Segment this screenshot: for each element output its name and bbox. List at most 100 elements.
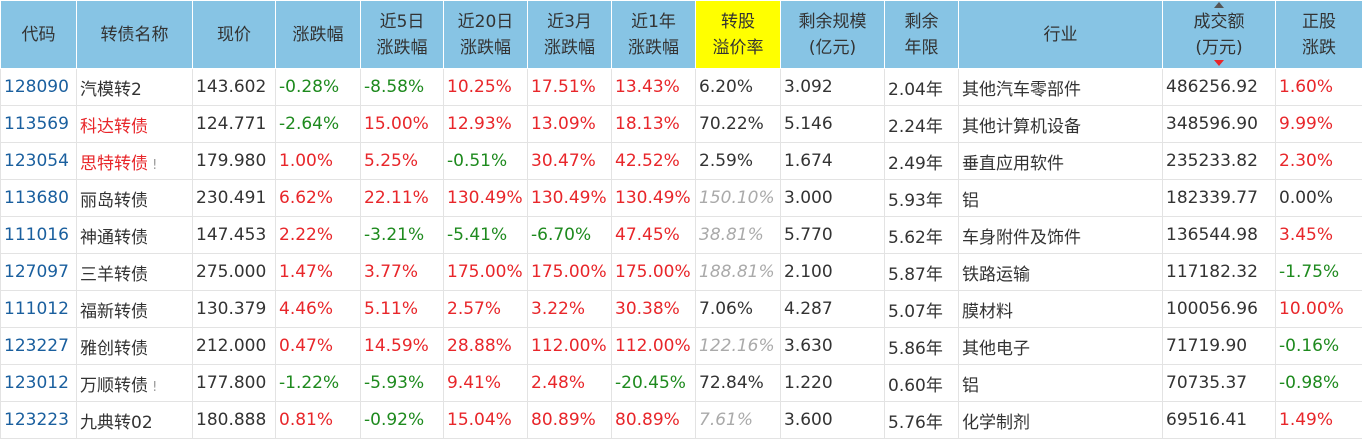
cell-change: 4.46% (276, 291, 361, 328)
cell-stock-change: -0.98% (1276, 365, 1362, 402)
industry-value: 其他电子 (962, 339, 1030, 359)
cell-remaining-scale: 1.220 (781, 365, 885, 402)
header-label: 涨跌幅 (377, 38, 428, 58)
cell-name[interactable]: 九典转02 (77, 402, 193, 439)
cell-20d-change: 175.00% (444, 254, 528, 291)
cell-name[interactable]: 福新转债 (77, 291, 193, 328)
cell-code[interactable]: 113569 (1, 106, 77, 143)
name-value: 汽模转2 (80, 80, 142, 100)
sort-desc-icon[interactable] (1214, 60, 1224, 66)
cell-remaining-years: 5.87年 (885, 254, 959, 291)
cell-code[interactable]: 113680 (1, 180, 77, 217)
column-header-code[interactable]: 代码 (1, 1, 77, 69)
cell-3m-change: 2.48% (528, 365, 612, 402)
change-value: 4.46% (279, 299, 333, 319)
cell-change: -0.28% (276, 69, 361, 106)
remaining-years-value: 5.87年 (888, 265, 943, 285)
warning-icon[interactable]: ! (148, 380, 157, 395)
1y-change-value: 18.13% (615, 114, 680, 134)
change-value: 6.62% (279, 188, 333, 208)
cell-1y-change: 47.45% (612, 217, 696, 254)
cell-code[interactable]: 123054 (1, 143, 77, 180)
cell-change: 1.00% (276, 143, 361, 180)
cell-premium-rate: 70.22% (696, 106, 781, 143)
stock-change-value: 9.99% (1279, 114, 1333, 134)
cell-volume: 117182.32 (1163, 254, 1276, 291)
cell-remaining-years: 0.60年 (885, 365, 959, 402)
column-header-20d-change[interactable]: 近20日涨跌幅 (444, 1, 528, 69)
cell-price: 124.771 (193, 106, 276, 143)
industry-value: 铝 (962, 376, 979, 396)
cell-name[interactable]: 神通转债 (77, 217, 193, 254)
code-value: 123227 (4, 336, 69, 356)
cell-name[interactable]: 汽模转2 (77, 69, 193, 106)
cell-code[interactable]: 111016 (1, 217, 77, 254)
cell-20d-change: -0.51% (444, 143, 528, 180)
remaining-scale-value: 3.600 (784, 410, 833, 430)
cell-price: 212.000 (193, 328, 276, 365)
5d-change-value: 5.11% (364, 299, 418, 319)
cell-name[interactable]: 三羊转债 (77, 254, 193, 291)
5d-change-value: 3.77% (364, 262, 418, 282)
cell-code[interactable]: 111012 (1, 291, 77, 328)
volume-value: 70735.37 (1166, 373, 1247, 393)
cell-code[interactable]: 123227 (1, 328, 77, 365)
header-label: 成交额 (1194, 12, 1245, 32)
column-header-premium-rate[interactable]: 转股溢价率 (696, 1, 781, 69)
cell-code[interactable]: 123012 (1, 365, 77, 402)
column-header-3m-change[interactable]: 近3月涨跌幅 (528, 1, 612, 69)
column-header-volume[interactable]: 成交额(万元) (1163, 1, 1276, 69)
cell-1y-change: 30.38% (612, 291, 696, 328)
column-header-stock-change[interactable]: 正股涨跌 (1276, 1, 1362, 69)
cell-5d-change: -5.93% (361, 365, 444, 402)
column-header-name[interactable]: 转债名称 (77, 1, 193, 69)
remaining-scale-value: 4.287 (784, 299, 833, 319)
cell-name[interactable]: 丽岛转债 (77, 180, 193, 217)
5d-change-value: 22.11% (364, 188, 429, 208)
cell-industry: 其他汽车零部件 (959, 69, 1163, 106)
column-header-1y-change[interactable]: 近1年涨跌幅 (612, 1, 696, 69)
column-header-remaining-years[interactable]: 剩余年限 (885, 1, 959, 69)
column-header-change[interactable]: 涨跌幅 (276, 1, 361, 69)
1y-change-value: 30.38% (615, 299, 680, 319)
cell-industry: 其他计算机设备 (959, 106, 1163, 143)
remaining-scale-value: 3.092 (784, 77, 833, 97)
sort-asc-icon[interactable] (1214, 2, 1224, 8)
volume-value: 69516.41 (1166, 410, 1247, 430)
cell-code[interactable]: 128090 (1, 69, 77, 106)
cell-volume: 348596.90 (1163, 106, 1276, 143)
remaining-years-value: 5.86年 (888, 339, 943, 359)
warning-icon[interactable]: ! (148, 158, 157, 173)
cell-1y-change: 175.00% (612, 254, 696, 291)
header-label: 近3月 (547, 12, 592, 32)
cell-price: 147.453 (193, 217, 276, 254)
cell-name[interactable]: 科达转债 (77, 106, 193, 143)
header-label: 转股 (721, 12, 755, 32)
column-header-remaining-scale[interactable]: 剩余规模(亿元) (781, 1, 885, 69)
column-header-5d-change[interactable]: 近5日涨跌幅 (361, 1, 444, 69)
cell-name[interactable]: 思特转债 ! (77, 143, 193, 180)
column-header-price[interactable]: 现价 (193, 1, 276, 69)
stock-change-value: 1.49% (1279, 410, 1333, 430)
cell-name[interactable]: 雅创转债 (77, 328, 193, 365)
cell-code[interactable]: 127097 (1, 254, 77, 291)
20d-change-value: 28.88% (447, 336, 512, 356)
column-header-industry[interactable]: 行业 (959, 1, 1163, 69)
cell-name[interactable]: 万顺转债 ! (77, 365, 193, 402)
20d-change-value: 175.00% (447, 262, 523, 282)
premium-rate-value: 7.61% (699, 410, 753, 430)
code-value: 127097 (4, 262, 69, 282)
5d-change-value: 14.59% (364, 336, 429, 356)
volume-value: 348596.90 (1166, 114, 1258, 134)
cell-code[interactable]: 123223 (1, 402, 77, 439)
